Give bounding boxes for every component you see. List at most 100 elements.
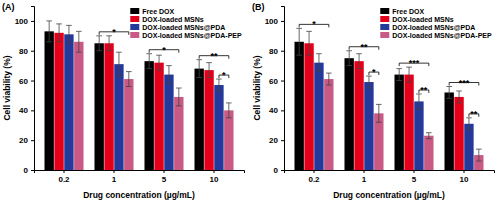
y-tick-label: 80	[19, 47, 28, 56]
bar	[64, 34, 73, 170]
y-tick: 60	[19, 77, 34, 86]
bar	[194, 69, 203, 170]
x-tick: 1	[362, 170, 367, 184]
x-tick-label: 0.2	[58, 175, 70, 184]
error-bar	[476, 149, 482, 161]
x-tick-label: 5	[162, 175, 167, 184]
legend-item: DOX-loaded MSNs@PDA	[130, 24, 225, 31]
panel-label: (B)	[252, 2, 265, 12]
y-tick-label: 80	[269, 47, 278, 56]
bar	[124, 79, 133, 170]
significance-label: **	[210, 51, 218, 61]
y-tick: 20	[19, 136, 34, 145]
error-bar	[56, 24, 62, 42]
significance-label: *	[112, 27, 116, 37]
legend-label: DOX-loaded MSNs	[392, 16, 454, 23]
legend-swatch	[380, 32, 389, 38]
x-tick-mark	[464, 170, 465, 173]
y-tick-mark	[281, 21, 284, 22]
x-tick: 5	[412, 170, 417, 184]
x-tick-label: 10	[460, 175, 469, 184]
bar	[314, 63, 323, 170]
legend-swatch	[130, 32, 139, 38]
y-tick: 20	[269, 136, 284, 145]
legend-label: Free DOX	[392, 8, 424, 15]
significance-label: ***	[409, 58, 420, 68]
x-axis-line	[35, 171, 245, 174]
y-tick: 100	[15, 17, 34, 26]
y-tick: 40	[269, 106, 284, 115]
panel-label: (A)	[2, 2, 15, 12]
error-bar	[126, 72, 132, 87]
error-bar	[116, 52, 122, 76]
x-axis: 0.2 1 5 10	[35, 170, 245, 184]
x-tick-mark	[314, 170, 315, 173]
bar	[344, 58, 353, 170]
y-tick-mark	[31, 21, 34, 22]
y-tick-label: 40	[269, 106, 278, 115]
legend-label: DOX-loaded MSNs@PDA-PEP	[392, 32, 492, 39]
bar	[424, 136, 433, 170]
error-bar	[146, 54, 152, 69]
legend-swatch	[380, 8, 389, 14]
error-bar	[46, 21, 52, 42]
figure: 0204060801000.21510Drug concentration (µ…	[0, 0, 500, 208]
error-bar	[206, 63, 212, 78]
error-bar	[96, 36, 102, 51]
bar	[294, 42, 303, 170]
error-bar	[366, 76, 372, 88]
significance-label: **	[470, 109, 478, 119]
legend-item: DOX-loaded MSNs	[130, 16, 204, 23]
y-tick-mark	[281, 140, 284, 141]
y-axis-title: Cell viability (%)	[252, 55, 262, 120]
y-tick-label: 0	[24, 166, 29, 175]
x-tick-mark	[164, 170, 165, 173]
legend-item: DOX-loaded MSNs	[380, 16, 454, 23]
significance-label: **	[420, 85, 428, 95]
y-axis: 020406080100	[265, 7, 285, 176]
error-bar	[196, 60, 202, 78]
bar	[214, 85, 223, 170]
error-bar	[466, 118, 472, 130]
y-tick-mark	[31, 170, 34, 171]
x-tick-label: 0.2	[308, 175, 320, 184]
x-axis-title: Drug concentration (µg/mL)	[333, 190, 445, 200]
bar	[144, 61, 153, 170]
bar	[54, 33, 63, 170]
bar	[464, 124, 473, 170]
y-tick-mark	[281, 81, 284, 82]
x-tick-mark	[114, 170, 115, 173]
x-tick-mark	[64, 170, 65, 173]
bar	[174, 97, 183, 170]
legend-label: DOX-loaded MSNs@PDA	[392, 24, 475, 31]
y-tick: 0	[274, 166, 284, 175]
y-tick-mark	[281, 170, 284, 171]
error-bar	[176, 88, 182, 106]
x-tick-label: 1	[112, 175, 117, 184]
bar	[414, 101, 423, 170]
y-tick-label: 20	[19, 136, 28, 145]
error-bar	[376, 104, 382, 122]
legend-swatch	[130, 16, 139, 22]
bar	[44, 31, 53, 170]
significance-label: ***	[459, 78, 470, 88]
x-tick-mark	[214, 170, 215, 173]
error-bar	[66, 25, 72, 43]
y-tick-mark	[31, 140, 34, 141]
legend: Free DOXDOX-loaded MSNsDOX-loaded MSNs@P…	[380, 8, 492, 39]
y-tick-label: 60	[269, 77, 278, 86]
x-tick: 10	[210, 170, 219, 184]
plot-area	[294, 28, 483, 170]
panel: 0204060801000.21510Drug concentration (µ…	[252, 2, 495, 200]
bar	[354, 61, 363, 170]
error-bar	[426, 133, 432, 139]
y-tick-mark	[281, 51, 284, 52]
error-bar	[326, 73, 332, 85]
significance-label: *	[372, 67, 376, 77]
bar	[204, 70, 213, 170]
error-bar	[106, 36, 112, 51]
legend-item: DOX-loaded MSNs@PDA-PEP	[130, 32, 242, 39]
error-bar	[346, 51, 352, 66]
legend-swatch	[380, 24, 389, 30]
y-tick-mark	[281, 110, 284, 111]
